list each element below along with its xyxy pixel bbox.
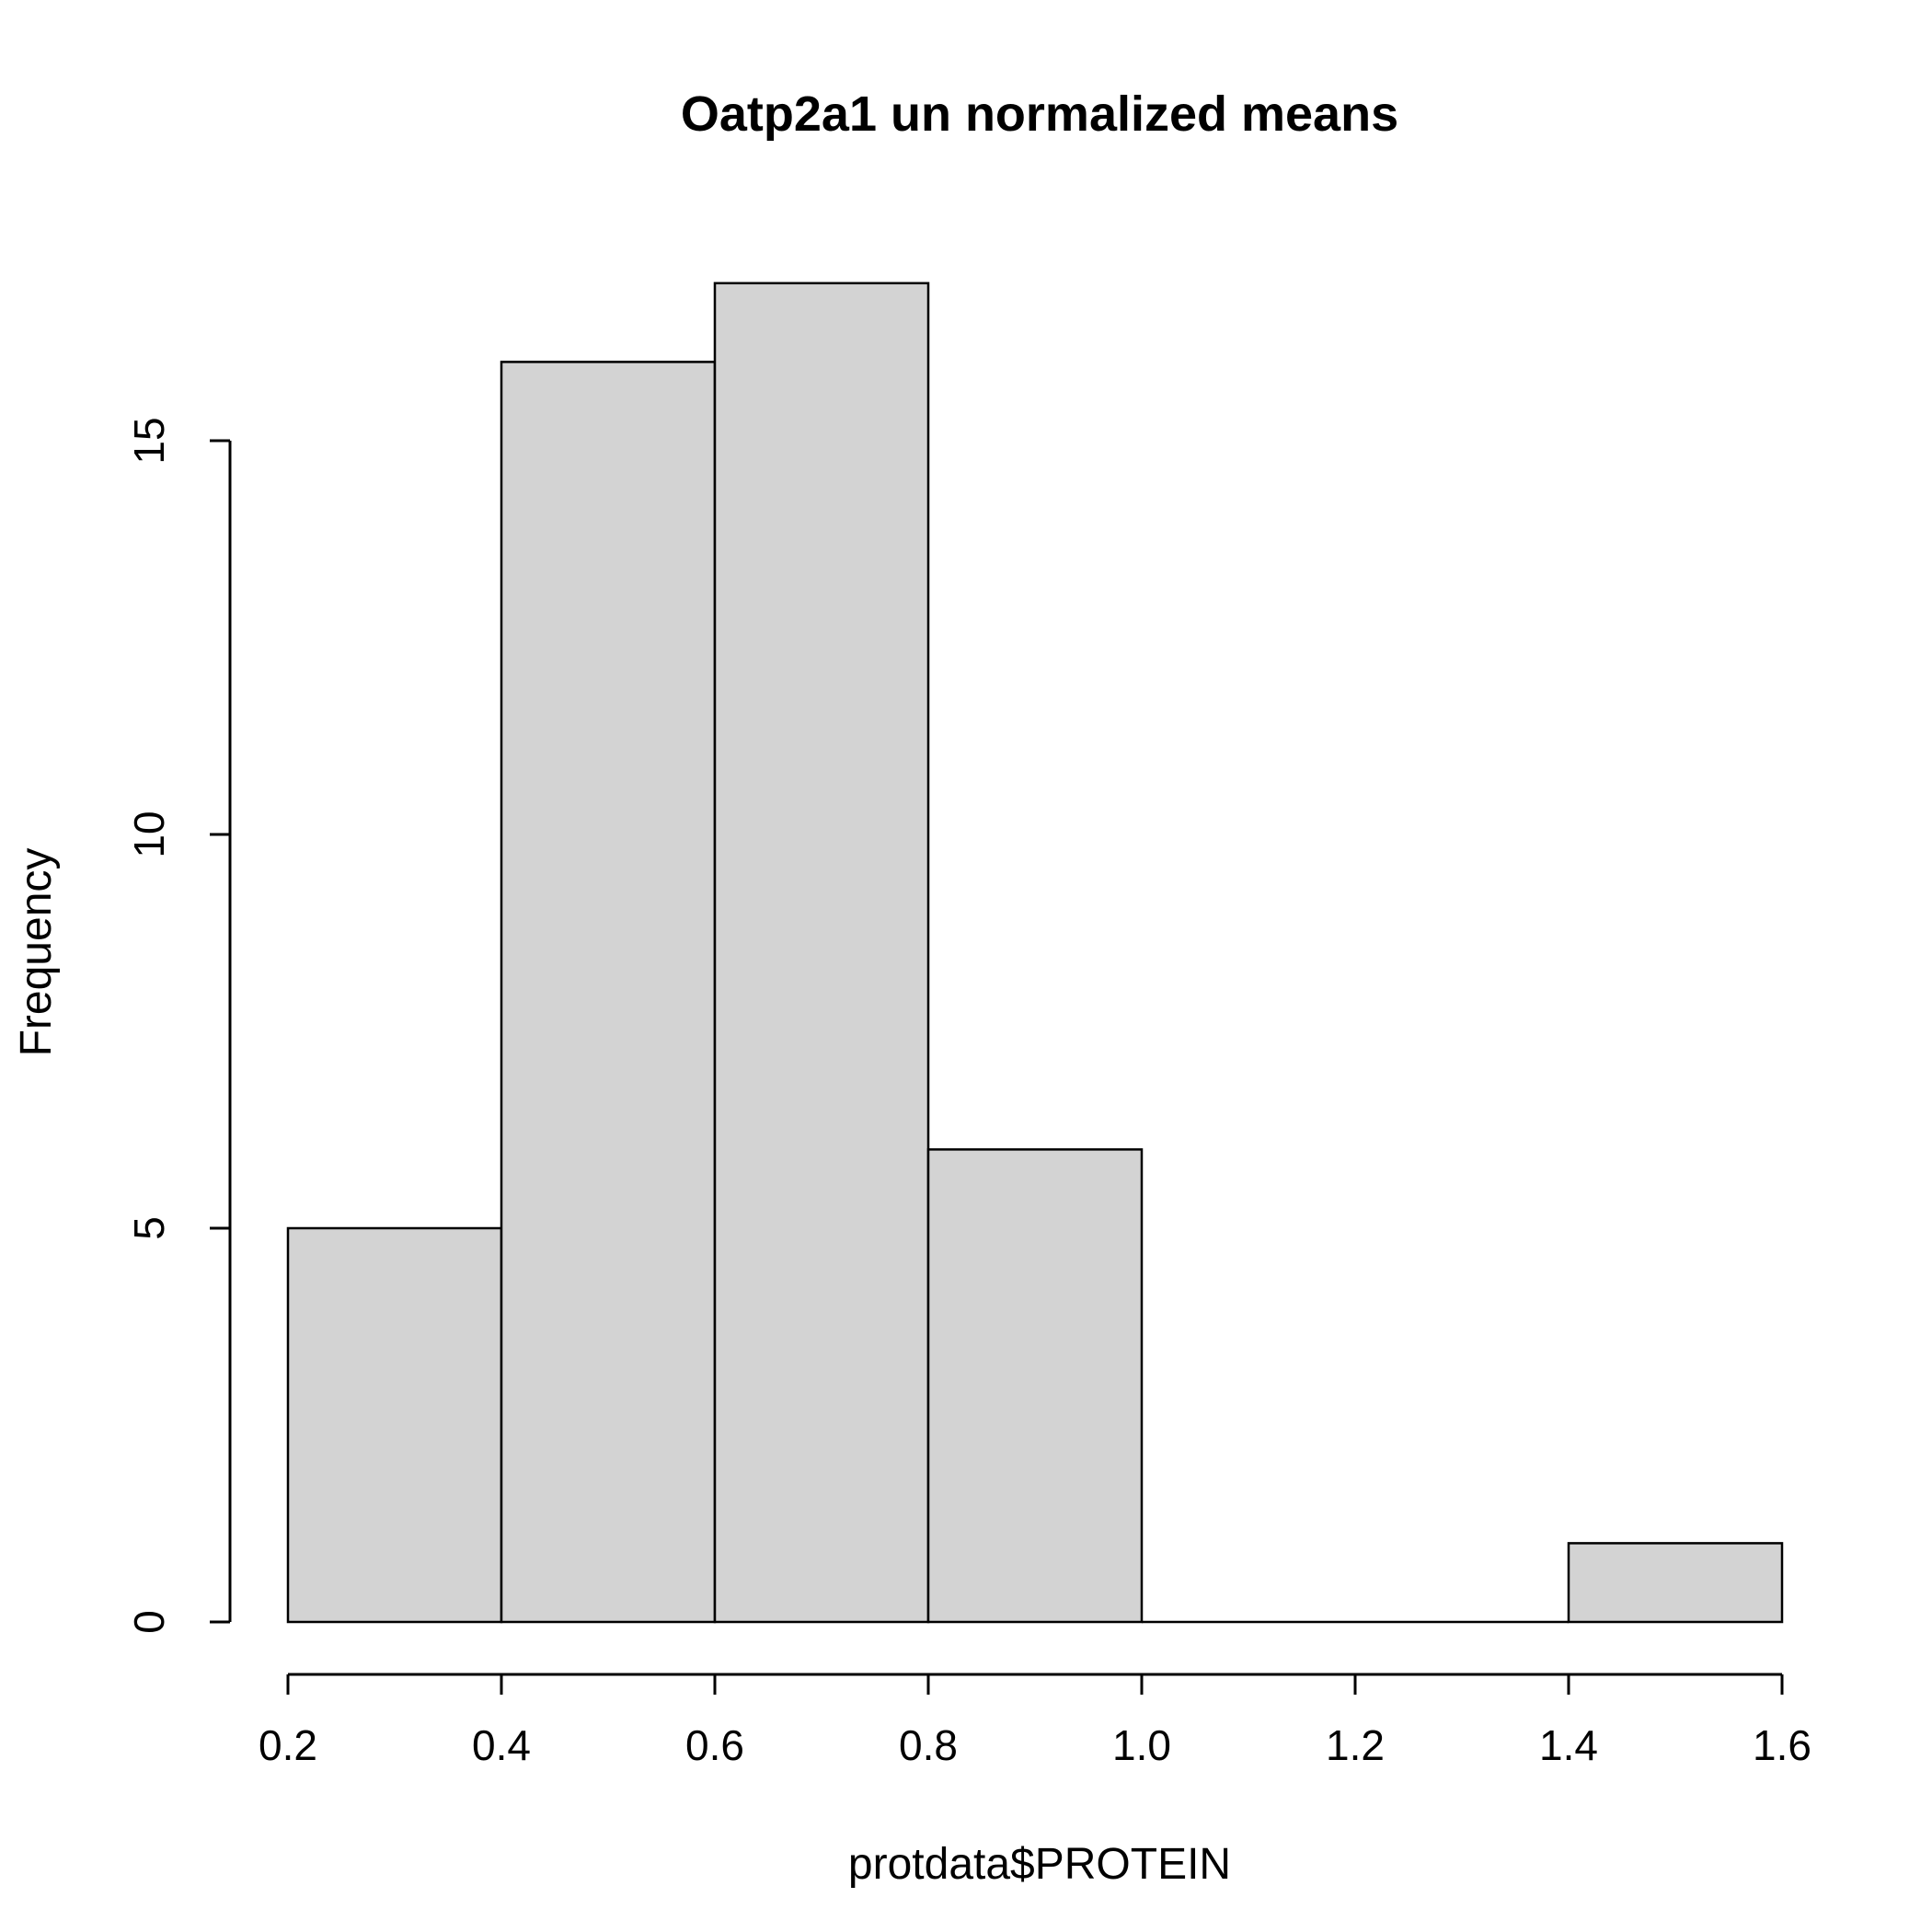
x-axis-label: protdata$PROTEIN	[848, 1840, 1231, 1889]
y-axis: 0 5 10 15	[125, 417, 232, 1634]
y-axis-label: Frequency	[12, 848, 61, 1057]
bars-group	[286, 282, 1784, 1624]
histogram-bar	[286, 1226, 503, 1624]
histogram-bar	[500, 361, 717, 1624]
y-tick-label: 0	[125, 1610, 173, 1634]
x-tick-label: 1.0	[1112, 1721, 1171, 1769]
x-tick-label: 1.6	[1753, 1721, 1811, 1769]
y-tick-label: 15	[125, 417, 173, 464]
x-tick-label: 0.4	[472, 1721, 531, 1769]
x-tick-label: 1.2	[1326, 1721, 1385, 1769]
x-tick-label: 0.6	[685, 1721, 744, 1769]
histogram-bar	[926, 1148, 1144, 1624]
chart-title: Oatp2a1 un normalized means	[681, 86, 1398, 142]
y-tick-label: 5	[125, 1216, 173, 1240]
x-axis: 0.2 0.4 0.6 0.8 1.0 1.2 1.4 1.6	[259, 1673, 1811, 1769]
histogram-bar	[1567, 1542, 1784, 1624]
x-tick-label: 0.8	[899, 1721, 958, 1769]
histogram-bar	[713, 282, 930, 1624]
x-tick-label: 1.4	[1539, 1721, 1598, 1769]
y-tick-label: 10	[125, 811, 173, 857]
x-tick-label: 0.2	[259, 1721, 317, 1769]
